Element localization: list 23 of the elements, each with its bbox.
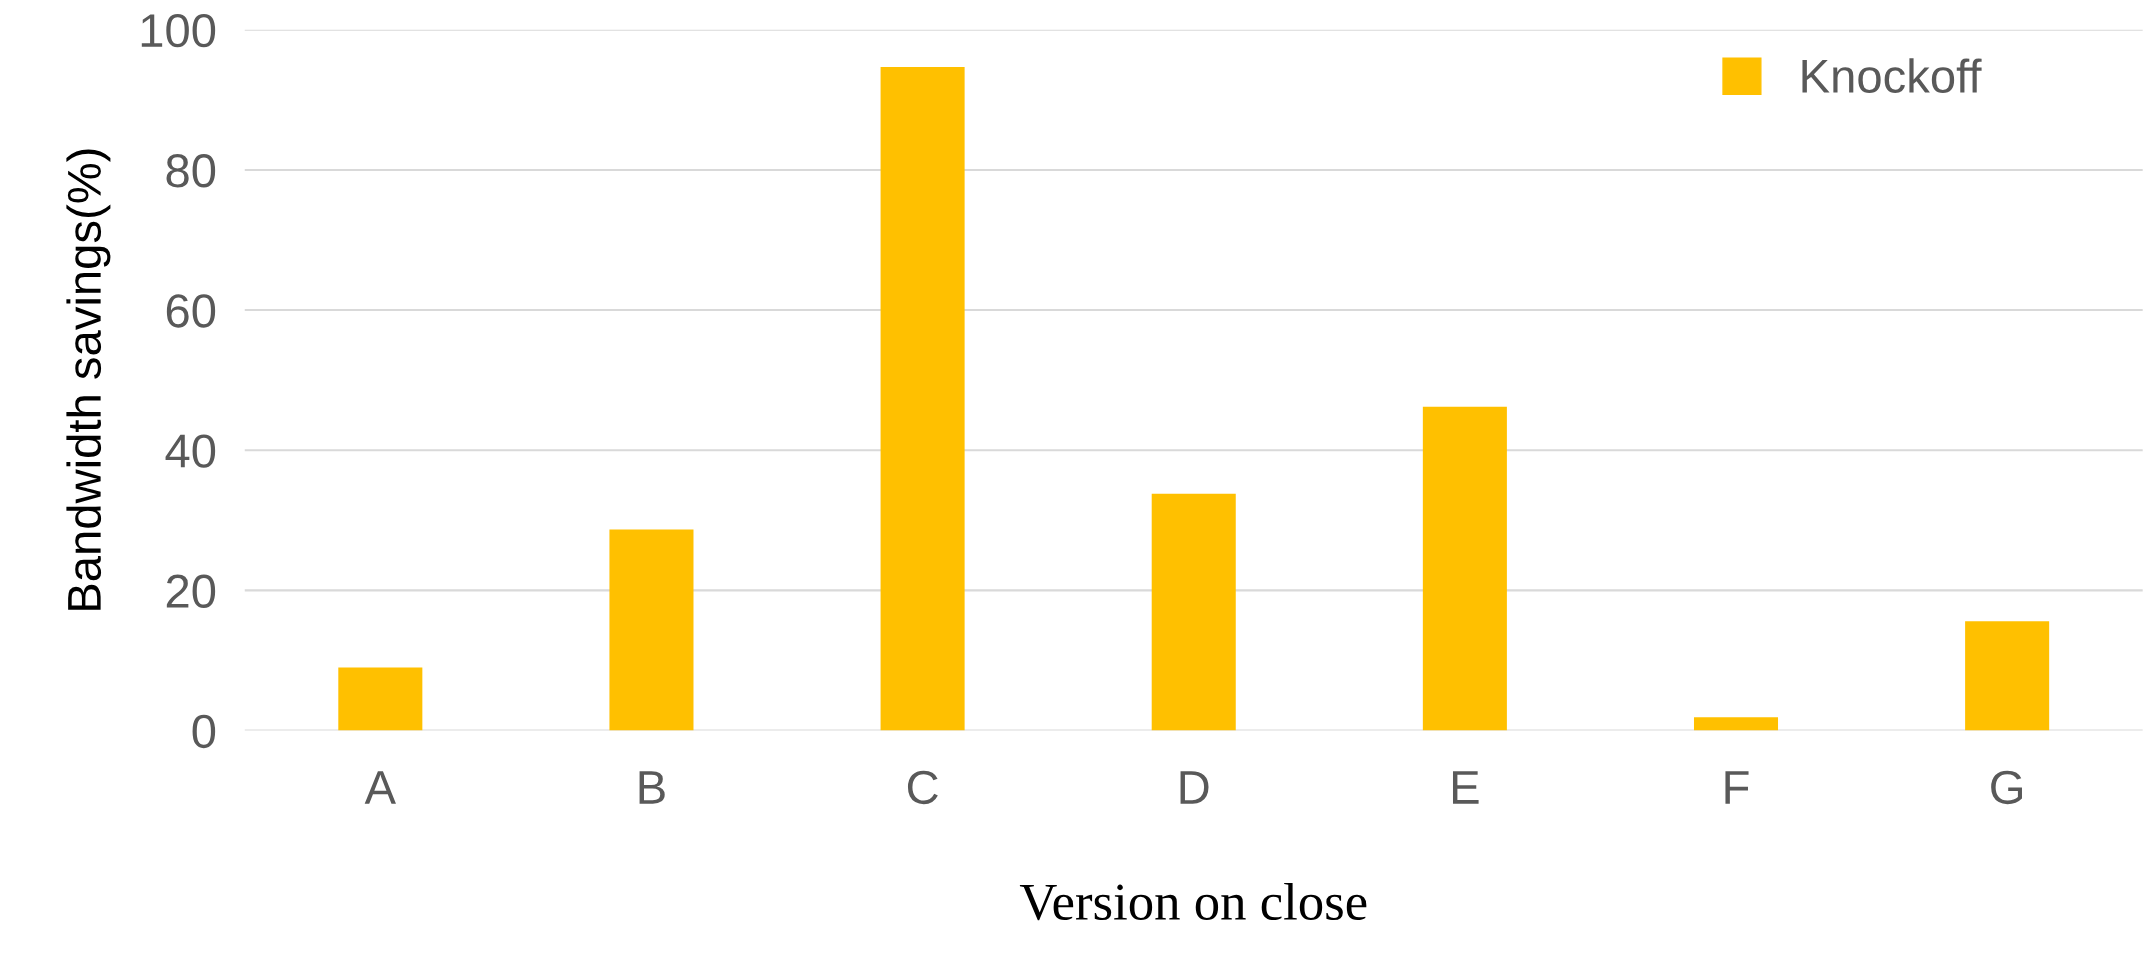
bar	[1965, 621, 2050, 731]
x-tick-label: D	[1180, 771, 1209, 804]
bar	[1693, 717, 1779, 731]
y-tick-label: 60	[166, 294, 216, 328]
x-tick-label: E	[1452, 771, 1479, 804]
y-tick-label: 80	[166, 154, 216, 188]
bar	[1422, 406, 1507, 731]
legend-label: Knockoff	[1802, 58, 1982, 94]
y-tick-label: 0	[192, 714, 216, 749]
y-tick-label: 100	[141, 13, 216, 48]
x-axis-title: Version on close	[1019, 882, 1367, 921]
x-tick-label: G	[1991, 770, 2022, 805]
bar	[338, 667, 423, 731]
y-tick-label: 20	[166, 574, 216, 608]
y-tick-label: 40	[165, 434, 216, 468]
x-tick-label: B	[639, 771, 665, 804]
y-axis-title: Bandwidth savings(%)	[66, 149, 111, 610]
x-tick-label: A	[364, 771, 396, 804]
x-tick-label: F	[1725, 771, 1749, 804]
x-tick-label: C	[907, 770, 938, 805]
bar	[880, 66, 965, 731]
bar	[1151, 493, 1236, 731]
bar	[609, 529, 694, 731]
